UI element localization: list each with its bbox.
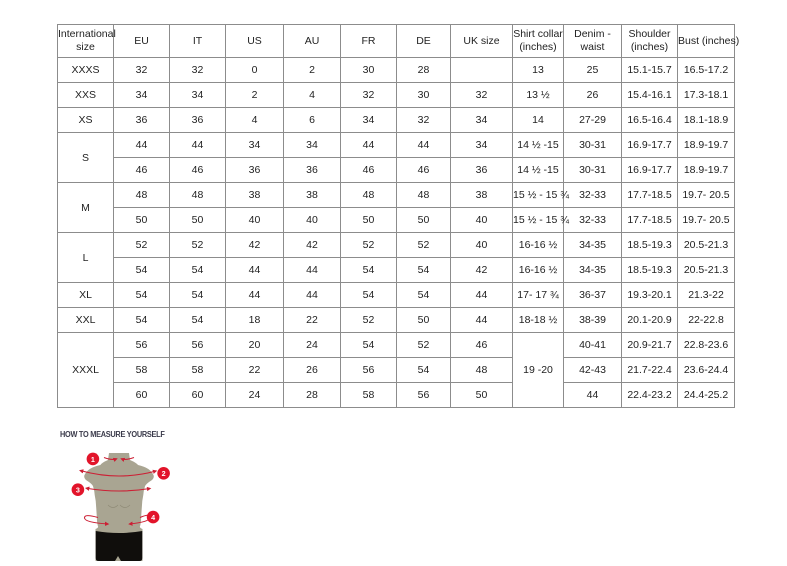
svg-text:1: 1 <box>91 455 95 464</box>
svg-text:2: 2 <box>162 469 166 478</box>
svg-text:3: 3 <box>76 486 80 495</box>
svg-text:4: 4 <box>151 513 155 522</box>
